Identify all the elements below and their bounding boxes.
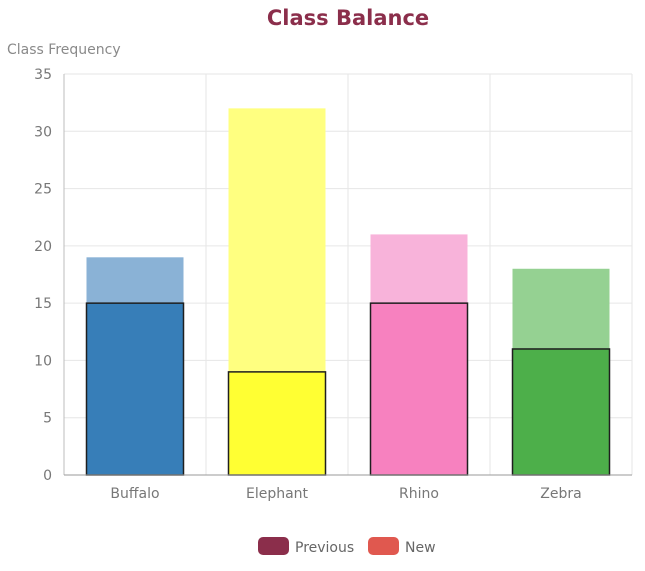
y-tick-label: 5 [43, 411, 52, 427]
legend-swatch [258, 537, 289, 555]
chart-title: Class Balance [267, 6, 429, 30]
bar-previous [85, 302, 185, 476]
y-tick-labels: 0 5 10 15 20 25 30 35 [34, 67, 52, 484]
legend: Previous New [258, 537, 436, 556]
y-axis-label: Class Frequency [7, 42, 121, 58]
bar-previous [369, 302, 469, 476]
x-tick-label: Elephant [246, 486, 309, 502]
bars [85, 108, 611, 476]
x-tick-label: Zebra [540, 486, 581, 502]
x-tick-labels: Buffalo Elephant Rhino Zebra [110, 486, 581, 502]
y-tick-label: 30 [34, 124, 52, 140]
axes [63, 74, 632, 476]
legend-swatch [368, 537, 399, 555]
y-tick-label: 10 [34, 353, 52, 369]
bar-previous [227, 371, 327, 476]
y-tick-label: 20 [34, 239, 52, 255]
y-tick-label: 15 [34, 296, 52, 312]
legend-label: Previous [295, 540, 354, 556]
y-tick-label: 0 [43, 468, 52, 484]
y-tick-label: 25 [34, 182, 52, 198]
legend-label: New [405, 540, 436, 556]
bar-previous [511, 348, 611, 476]
x-tick-label: Rhino [399, 486, 439, 502]
y-tick-label: 35 [34, 67, 52, 83]
x-tick-label: Buffalo [110, 486, 159, 502]
